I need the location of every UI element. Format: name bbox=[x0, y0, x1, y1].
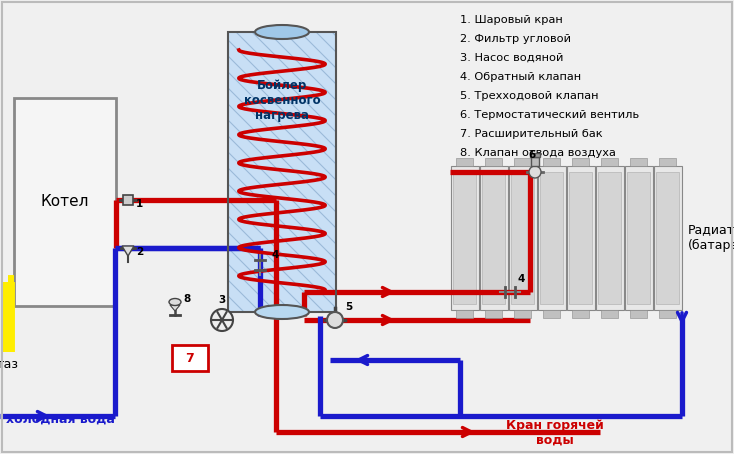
Text: Котел: Котел bbox=[41, 194, 90, 209]
Text: 8: 8 bbox=[183, 294, 190, 304]
Bar bbox=[572, 158, 589, 166]
Text: 4: 4 bbox=[272, 250, 280, 260]
Text: Кран горячей
воды: Кран горячей воды bbox=[506, 419, 604, 447]
Bar bbox=[479, 166, 507, 310]
Bar bbox=[14, 98, 116, 306]
Bar bbox=[514, 310, 531, 318]
Bar bbox=[511, 172, 534, 304]
Bar bbox=[656, 172, 679, 304]
Bar bbox=[569, 172, 592, 304]
Text: холодная вода: холодная вода bbox=[6, 413, 115, 426]
Bar bbox=[456, 158, 473, 166]
Bar bbox=[484, 310, 502, 318]
Ellipse shape bbox=[255, 25, 309, 39]
Text: 3: 3 bbox=[219, 295, 225, 305]
Bar bbox=[601, 310, 618, 318]
Bar bbox=[572, 310, 589, 318]
Bar bbox=[543, 310, 560, 318]
Text: 4. Обратный клапан: 4. Обратный клапан bbox=[460, 72, 581, 82]
Bar bbox=[123, 195, 133, 205]
Bar bbox=[598, 172, 621, 304]
Bar bbox=[659, 310, 676, 318]
Bar bbox=[630, 310, 647, 318]
Text: 3. Насос водяной: 3. Насос водяной bbox=[460, 53, 564, 63]
Polygon shape bbox=[122, 246, 134, 256]
Bar bbox=[172, 345, 208, 371]
Bar bbox=[531, 157, 539, 166]
Bar bbox=[537, 166, 565, 310]
Text: 2: 2 bbox=[136, 247, 143, 257]
Bar bbox=[482, 172, 505, 304]
Ellipse shape bbox=[255, 305, 309, 319]
Bar bbox=[228, 32, 336, 312]
Circle shape bbox=[529, 166, 541, 178]
Bar bbox=[567, 166, 595, 310]
Bar bbox=[514, 158, 531, 166]
Polygon shape bbox=[170, 305, 180, 311]
Text: 7. Расширительный бак: 7. Расширительный бак bbox=[460, 129, 603, 139]
Text: 6. Термостатический вентиль: 6. Термостатический вентиль bbox=[460, 110, 639, 120]
Bar bbox=[530, 153, 540, 157]
Bar bbox=[595, 166, 623, 310]
Bar bbox=[543, 158, 560, 166]
Bar bbox=[630, 158, 647, 166]
Bar bbox=[653, 166, 681, 310]
Bar bbox=[228, 32, 336, 312]
Text: 1: 1 bbox=[136, 199, 143, 209]
Circle shape bbox=[211, 309, 233, 331]
Bar bbox=[453, 172, 476, 304]
Bar bbox=[540, 172, 563, 304]
Bar bbox=[625, 166, 653, 310]
Bar bbox=[659, 158, 676, 166]
Text: 2. Фильтр угловой: 2. Фильтр угловой bbox=[460, 34, 571, 44]
Bar bbox=[601, 158, 618, 166]
Text: Бойлер
косвенного
нагрева: Бойлер косвенного нагрева bbox=[244, 79, 320, 122]
Circle shape bbox=[327, 312, 343, 328]
Bar bbox=[456, 310, 473, 318]
Text: 8. Клапан отвода воздуха: 8. Клапан отвода воздуха bbox=[460, 148, 616, 158]
Text: Радиатор
(батарея): Радиатор (батарея) bbox=[688, 224, 734, 252]
Text: 6: 6 bbox=[528, 150, 535, 160]
Ellipse shape bbox=[169, 298, 181, 306]
Bar bbox=[484, 158, 502, 166]
Text: 4: 4 bbox=[517, 274, 524, 284]
Bar bbox=[627, 172, 650, 304]
Text: газ: газ bbox=[0, 358, 18, 371]
Text: 7: 7 bbox=[186, 351, 195, 365]
Text: 5. Трехходовой клапан: 5. Трехходовой клапан bbox=[460, 91, 598, 101]
Bar bbox=[451, 166, 479, 310]
Text: 1. Шаровый кран: 1. Шаровый кран bbox=[460, 15, 563, 25]
Text: 5: 5 bbox=[345, 302, 352, 312]
Bar bbox=[509, 166, 537, 310]
